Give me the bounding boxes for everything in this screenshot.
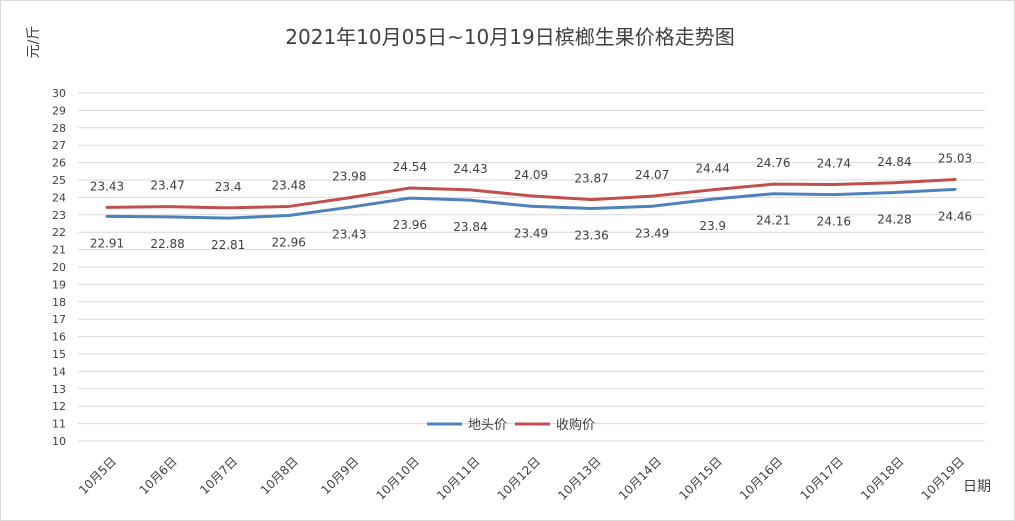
x-tick-label: 10月11日 (434, 454, 482, 502)
x-tick-label: 10月15日 (676, 454, 724, 502)
data-label: 25.03 (938, 151, 972, 165)
data-label: 24.74 (817, 157, 851, 171)
data-label: 24.07 (635, 168, 669, 182)
x-tick-label: 10月18日 (858, 454, 906, 502)
x-tick-label: 10月9日 (318, 454, 361, 497)
y-tick-label: 19 (52, 278, 66, 291)
x-tick-label: 10月16日 (737, 454, 785, 502)
data-label: 24.43 (453, 162, 487, 176)
y-tick-label: 17 (52, 313, 66, 326)
y-tick-label: 28 (52, 122, 66, 135)
data-label: 24.44 (696, 162, 730, 176)
x-tick-label: 10月17日 (798, 454, 846, 502)
y-axis-unit-label: 元/斤 (26, 26, 42, 59)
legend-label-1: 收购价 (556, 417, 595, 433)
x-tick-label: 10月13日 (555, 454, 603, 502)
y-tick-label: 15 (52, 348, 66, 361)
y-tick-label: 25 (52, 174, 66, 187)
data-label: 23.49 (514, 226, 548, 240)
data-label: 22.91 (90, 236, 124, 250)
data-label: 23.87 (574, 172, 608, 186)
data-label: 23.49 (635, 226, 669, 240)
data-label: 24.76 (756, 156, 790, 170)
data-label: 23.43 (332, 227, 366, 241)
x-axis-ticks: 10月5日 10月6日 10月7日 10月8日 10月9日 10月10日 10月11日 10月… (76, 454, 967, 502)
data-label: 23.36 (574, 229, 608, 243)
x-axis-label: 日期 (963, 479, 991, 495)
data-label: 24.09 (514, 168, 548, 182)
y-tick-label: 30 (52, 87, 66, 100)
x-tick-label: 10月19日 (919, 454, 967, 502)
y-tick-label: 14 (52, 365, 66, 378)
data-label: 24.46 (938, 209, 972, 223)
data-label: 22.81 (211, 238, 245, 252)
y-tick-label: 22 (52, 226, 66, 239)
x-tick-label: 10月12日 (495, 454, 543, 502)
legend-label-0: 地头价 (468, 418, 507, 433)
chart-title: 2021年10月05日~10月19日槟榔生果价格走势图 (285, 25, 734, 49)
x-tick-label: 10月14日 (616, 454, 664, 502)
x-tick-label: 10月6日 (137, 454, 180, 497)
gridlines (78, 92, 985, 442)
data-label: 22.88 (150, 237, 184, 251)
y-tick-label: 11 (52, 418, 66, 431)
x-tick-label: 10月10日 (374, 454, 422, 502)
data-label: 23.4 (215, 180, 242, 194)
data-label: 22.96 (272, 235, 306, 249)
data-label: 23.47 (150, 179, 184, 193)
y-tick-label: 27 (52, 139, 66, 152)
data-label: 24.21 (756, 214, 790, 228)
y-tick-label: 16 (52, 331, 66, 344)
data-label: 23.48 (272, 178, 306, 192)
y-tick-label: 20 (52, 261, 66, 274)
data-label: 24.54 (393, 160, 427, 174)
y-tick-label: 12 (52, 400, 66, 413)
data-label: 24.28 (877, 213, 911, 227)
y-tick-label: 23 (52, 209, 66, 222)
x-tick-label: 10月7日 (197, 454, 240, 497)
data-label: 23.43 (90, 179, 124, 193)
data-label: 23.9 (699, 219, 726, 233)
series-line-0 (105, 187, 957, 220)
x-tick-label: 10月8日 (258, 454, 301, 497)
x-tick-label: 10月5日 (76, 454, 119, 497)
y-axis-ticks: 10 11 12 13 14 15 16 17 18 19 20 21 22 23 24 25 26 27 28 29… (52, 87, 66, 448)
y-tick-label: 26 (52, 157, 66, 170)
data-label: 24.16 (817, 215, 851, 229)
y-tick-label: 10 (52, 435, 66, 448)
data-label: 23.84 (453, 220, 487, 234)
series-line-1 (105, 177, 957, 210)
data-label: 23.98 (332, 170, 366, 184)
data-labels: 22.91 22.88 22.81 22.96 23.43 23.96 23.84 23.49… (90, 151, 972, 252)
data-label: 24.84 (877, 155, 911, 169)
series-lines (105, 177, 957, 220)
y-tick-label: 21 (52, 244, 66, 257)
y-tick-label: 24 (52, 191, 66, 204)
y-tick-label: 18 (52, 296, 66, 309)
legend: 地头价 收购价 (427, 417, 595, 433)
data-label: 23.96 (393, 218, 427, 232)
y-tick-label: 13 (52, 383, 66, 396)
y-tick-label: 29 (52, 104, 66, 117)
